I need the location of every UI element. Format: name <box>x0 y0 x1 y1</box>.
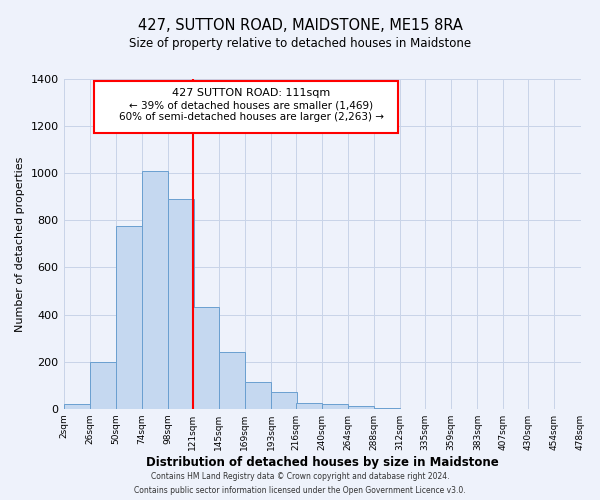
Bar <box>296 403 322 409</box>
Y-axis label: Number of detached properties: Number of detached properties <box>15 156 25 332</box>
X-axis label: Distribution of detached houses by size in Maidstone: Distribution of detached houses by size … <box>146 456 499 468</box>
Bar <box>271 392 297 409</box>
Bar <box>142 171 168 409</box>
Text: Contains HM Land Registry data © Crown copyright and database right 2024.: Contains HM Land Registry data © Crown c… <box>151 472 449 481</box>
Bar <box>245 382 271 409</box>
Text: Contains public sector information licensed under the Open Government Licence v3: Contains public sector information licen… <box>134 486 466 495</box>
Bar <box>374 408 400 409</box>
Bar <box>94 82 398 133</box>
Bar <box>322 404 348 409</box>
Text: 427, SUTTON ROAD, MAIDSTONE, ME15 8RA: 427, SUTTON ROAD, MAIDSTONE, ME15 8RA <box>137 18 463 32</box>
Bar <box>348 406 374 409</box>
Bar <box>64 404 89 409</box>
Bar <box>116 226 142 409</box>
Bar <box>168 199 194 409</box>
Text: 60% of semi-detached houses are larger (2,263) →: 60% of semi-detached houses are larger (… <box>119 112 384 122</box>
Bar <box>89 362 116 409</box>
Text: 427 SUTTON ROAD: 111sqm: 427 SUTTON ROAD: 111sqm <box>172 88 331 98</box>
Bar <box>193 308 219 409</box>
Text: ← 39% of detached houses are smaller (1,469): ← 39% of detached houses are smaller (1,… <box>130 100 373 110</box>
Bar <box>219 352 245 409</box>
Text: Size of property relative to detached houses in Maidstone: Size of property relative to detached ho… <box>129 38 471 51</box>
